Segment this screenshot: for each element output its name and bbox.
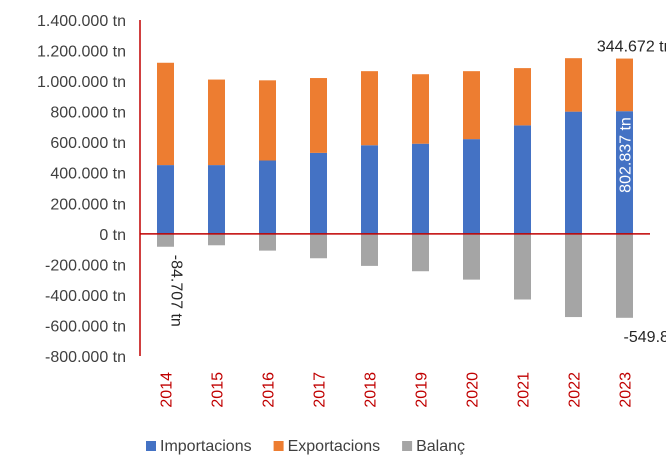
annotation-importacions-2023: 802.837 tn [618,117,635,193]
bar-balanc-2022 [565,233,582,318]
bar-importacions-2019 [412,143,429,234]
y-tick-label: 600.000 tn [50,135,126,152]
bar-importacions-2021 [514,125,531,234]
legend-label-balan-: Balanç [416,438,465,455]
bar-exportacions-2023 [616,58,633,112]
bar-balanc-2021 [514,233,531,300]
x-tick-label-2020: 2020 [465,372,482,408]
y-tick-label: 400.000 tn [50,166,126,183]
bar-importacions-2017 [310,152,327,234]
bar-exportacions-2020 [463,71,480,140]
bar-importacions-2023 [616,111,633,234]
bar-importacions-2018 [361,145,378,234]
annotation-exportacions-2023: 344.672 tn [597,39,666,56]
legend-label-importacions: Importacions [160,438,252,455]
y-tick-label: -200.000 tn [45,257,126,274]
y-tick-label: 800.000 tn [50,105,126,122]
legend-swatch-exportacions [273,441,284,451]
bar-importacions-2014 [157,165,174,234]
bar-importacions-2020 [463,139,480,234]
bar-exportacions-2017 [310,78,327,153]
y-tick-label: 200.000 tn [50,196,126,213]
y-tick-label: 0 tn [99,227,126,244]
x-tick-label-2022: 2022 [567,372,584,408]
bar-balanc-2015 [208,233,225,246]
y-tick-label: -800.000 tn [45,349,126,366]
x-tick-label-2014: 2014 [159,372,176,408]
legend-label-exportacions: Exportacions [288,438,381,455]
bar-balanc-2016 [259,233,276,251]
bar-exportacions-2015 [208,79,225,166]
x-tick-label-2019: 2019 [414,372,431,408]
x-tick-label-2015: 2015 [210,372,227,408]
x-tick-label-2021: 2021 [516,372,533,408]
bar-balanc-2014 [157,233,174,247]
legend-swatch-importacions [146,441,156,451]
data-annotations: 344.672 tn 802.837 tn -84.707 tn -549.895 t… [168,39,666,346]
x-tick-label-2016: 2016 [261,372,278,408]
bar-balanc-2017 [310,233,327,259]
y-tick-labels: 1.400.000 tn 1.200.000 tn 1.000.000 tn 800.… [37,13,126,366]
annotation-balanc-2014: -84.707 tn [168,255,185,327]
bar-balanc-2019 [412,233,429,272]
bar-exportacions-2022 [565,58,582,112]
x-tick-labels: 2014 2015 2016 2017 2018 2019 2020 2021 2022 2023 [159,372,635,408]
legend: Importacions Exportacions Balanç [146,438,465,455]
legend-swatch-balan- [402,441,413,451]
y-tick-label: 1.000.000 tn [37,74,126,91]
x-tick-label-2018: 2018 [363,372,380,408]
y-tick-label: 1.200.000 tn [37,44,126,61]
bar-importacions-2022 [565,111,582,234]
bar-exportacions-2021 [514,68,531,126]
bar-importacions-2016 [259,160,276,234]
bar-exportacions-2018 [361,71,378,146]
x-tick-label-2017: 2017 [312,372,329,408]
y-tick-label: 1.400.000 tn [37,13,126,30]
bars-layer [157,58,633,318]
bar-balanc-2023 [616,233,633,318]
x-tick-label-2023: 2023 [618,372,635,408]
bar-exportacions-2014 [157,62,174,166]
bar-balanc-2020 [463,233,480,280]
bar-exportacions-2019 [412,74,429,144]
y-tick-label: -400.000 tn [45,288,126,305]
annotation-balanc-2023: -549.895 tn [624,329,666,346]
bar-balanc-2018 [361,233,378,266]
bar-exportacions-2016 [259,80,276,161]
bar-importacions-2015 [208,165,225,234]
y-tick-label: -600.000 tn [45,318,126,335]
